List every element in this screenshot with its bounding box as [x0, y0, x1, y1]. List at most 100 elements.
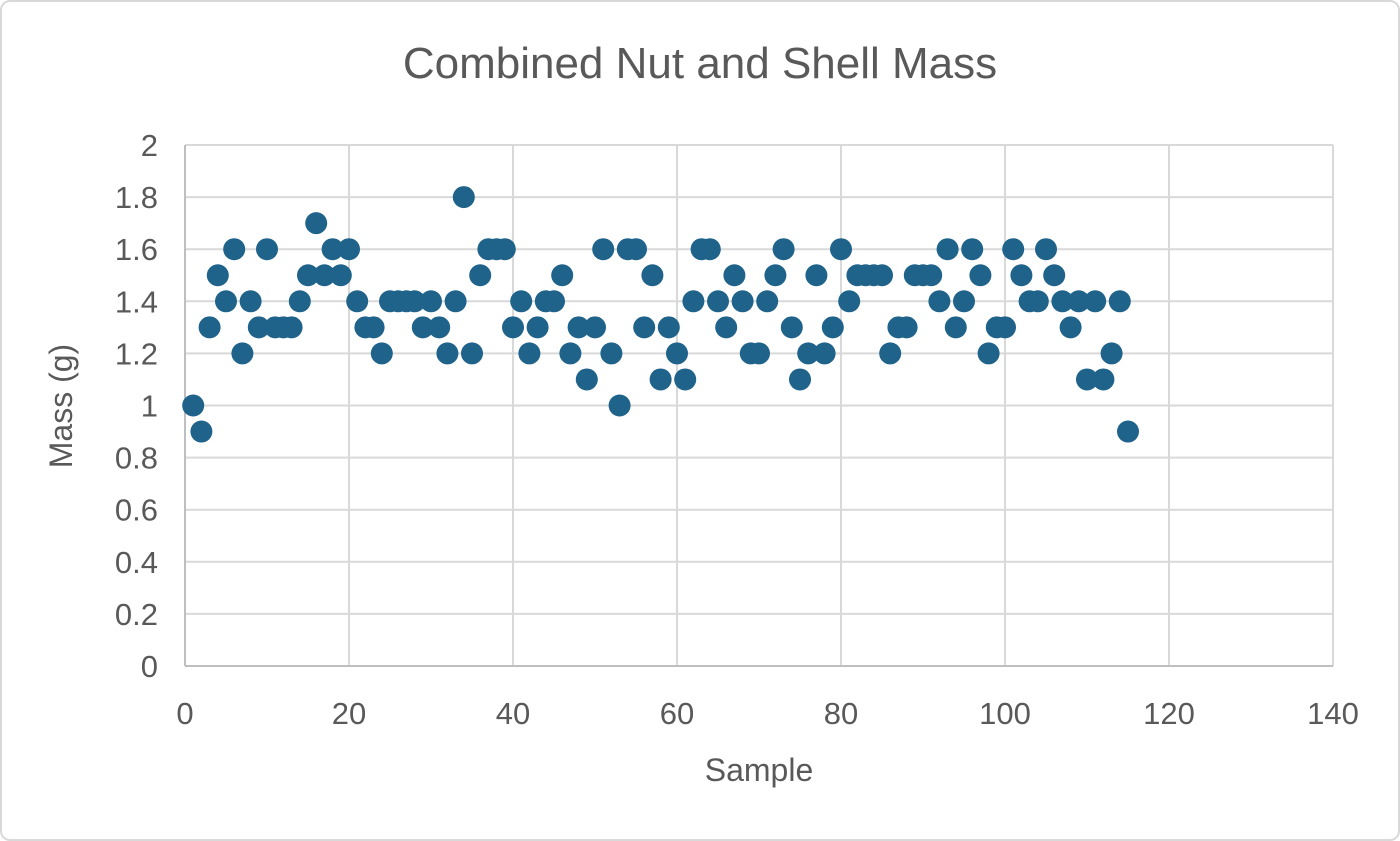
- data-point: [994, 316, 1016, 339]
- chart-title: Combined Nut and Shell Mass: [403, 39, 997, 88]
- data-point: [944, 316, 967, 339]
- data-point: [338, 238, 360, 261]
- data-point: [698, 238, 721, 261]
- y-tick-label: 1.6: [115, 232, 158, 267]
- y-tick-label: 1.8: [115, 180, 158, 215]
- data-point: [182, 394, 205, 417]
- data-point: [280, 316, 303, 339]
- data-point: [600, 342, 623, 365]
- data-point: [428, 316, 451, 339]
- data-point: [1084, 290, 1107, 313]
- data-point: [461, 342, 483, 365]
- data-point: [895, 316, 918, 339]
- x-tick-label: 120: [1143, 696, 1195, 731]
- data-point: [592, 238, 615, 261]
- data-point: [321, 238, 344, 261]
- data-point: [256, 238, 278, 261]
- data-point: [526, 316, 549, 339]
- data-point: [682, 290, 705, 313]
- data-point: [420, 290, 442, 313]
- data-point: [1026, 290, 1049, 313]
- data-point: [731, 290, 754, 313]
- data-point: [1059, 316, 1082, 339]
- data-point: [1010, 264, 1033, 287]
- data-point: [1108, 290, 1131, 313]
- y-tick-label: 1.4: [115, 284, 158, 319]
- data-point: [518, 342, 541, 365]
- y-tick-label: 0.6: [115, 493, 158, 528]
- data-point: [575, 368, 598, 391]
- data-point: [559, 342, 582, 365]
- data-point: [215, 290, 237, 313]
- data-point: [748, 342, 770, 365]
- data-point: [1076, 368, 1098, 391]
- y-axis-title: Mass (g): [43, 344, 79, 468]
- data-point: [666, 342, 688, 365]
- data-point: [961, 238, 984, 261]
- data-point: [313, 264, 336, 287]
- data-point: [247, 316, 270, 339]
- x-tick-label: 0: [176, 696, 193, 731]
- y-tick-label: 0: [141, 649, 158, 684]
- x-axis-title: Sample: [705, 752, 814, 788]
- data-point: [452, 186, 475, 209]
- data-point: [1092, 368, 1115, 391]
- data-point: [969, 264, 992, 287]
- data-point: [411, 316, 434, 339]
- y-tick-label: 0.4: [115, 545, 158, 580]
- data-point: [510, 290, 533, 313]
- x-tick-label: 60: [660, 696, 694, 731]
- data-point: [871, 264, 893, 287]
- data-point: [346, 290, 369, 313]
- x-tick-label: 100: [979, 696, 1031, 731]
- data-point: [502, 316, 524, 339]
- data-point: [1067, 290, 1090, 313]
- y-tick-label: 0.2: [115, 597, 158, 632]
- data-point: [830, 238, 852, 261]
- data-point: [649, 368, 672, 391]
- data-point: [567, 316, 590, 339]
- data-point: [239, 290, 262, 313]
- data-point: [625, 238, 647, 261]
- data-point: [1035, 238, 1057, 261]
- data-point: [789, 368, 811, 391]
- data-point: [838, 290, 861, 313]
- data-point: [370, 342, 393, 365]
- data-point: [723, 264, 746, 287]
- data-point: [543, 290, 565, 313]
- data-point: [936, 238, 959, 261]
- data-point: [493, 238, 516, 261]
- data-point: [780, 316, 803, 339]
- x-tick-label: 80: [824, 696, 858, 731]
- x-tick-label: 40: [496, 696, 530, 731]
- data-point: [813, 342, 836, 365]
- data-point: [231, 342, 254, 365]
- y-tick-label: 2: [141, 128, 158, 163]
- data-point: [797, 342, 820, 365]
- data-point: [288, 290, 311, 313]
- data-point: [1051, 290, 1074, 313]
- data-point: [633, 316, 656, 339]
- data-point: [1100, 342, 1123, 365]
- data-point: [444, 290, 467, 313]
- data-point: [1002, 238, 1025, 261]
- x-tick-label: 20: [332, 696, 366, 731]
- data-point: [715, 316, 738, 339]
- data-point: [953, 290, 975, 313]
- y-tick-label: 0.8: [115, 441, 158, 476]
- gridlines: [184, 144, 1334, 667]
- data-point: [764, 264, 787, 287]
- data-point: [756, 290, 779, 313]
- data-point: [584, 316, 606, 339]
- data-point: [1043, 264, 1066, 287]
- y-tick-label: 1: [141, 389, 158, 424]
- y-tick-label: 1.2: [115, 336, 158, 371]
- data-point: [297, 264, 319, 287]
- data-point: [772, 238, 795, 261]
- data-point: [805, 264, 828, 287]
- data-point: [928, 290, 951, 313]
- data-point: [821, 316, 844, 339]
- data-point: [469, 264, 492, 287]
